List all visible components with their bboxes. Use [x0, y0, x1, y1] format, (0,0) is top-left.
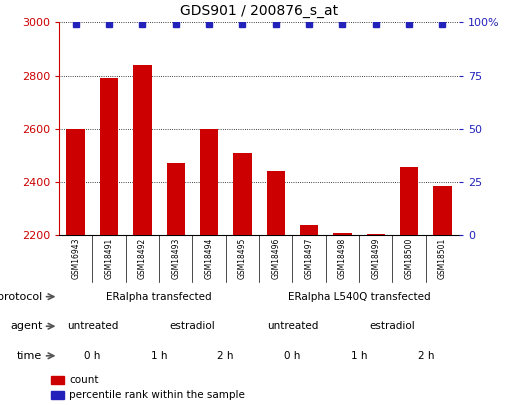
Text: time: time: [17, 351, 43, 361]
Text: ERalpha transfected: ERalpha transfected: [106, 292, 212, 302]
Text: untreated: untreated: [67, 321, 118, 331]
Text: estradiol: estradiol: [369, 321, 416, 331]
Bar: [200, 129, 218, 235]
Text: GSM18501: GSM18501: [438, 238, 447, 279]
Text: 2 h: 2 h: [418, 351, 434, 361]
Text: 1 h: 1 h: [351, 351, 367, 361]
Text: 0 h: 0 h: [284, 351, 301, 361]
Bar: [300, 225, 318, 235]
Text: GSM18495: GSM18495: [238, 238, 247, 279]
Bar: [67, 129, 85, 235]
Bar: [233, 153, 251, 235]
Text: 0 h: 0 h: [84, 351, 101, 361]
Bar: [167, 163, 185, 235]
Text: 1 h: 1 h: [151, 351, 167, 361]
Text: ERalpha L540Q transfected: ERalpha L540Q transfected: [288, 292, 430, 302]
Text: GSM18500: GSM18500: [405, 238, 413, 279]
Text: GSM18499: GSM18499: [371, 238, 380, 279]
Bar: [267, 171, 285, 235]
Text: estradiol: estradiol: [169, 321, 215, 331]
Text: 2 h: 2 h: [218, 351, 234, 361]
Bar: [333, 232, 351, 235]
Bar: [133, 65, 151, 235]
Text: GSM16943: GSM16943: [71, 238, 80, 279]
Text: GSM18493: GSM18493: [171, 238, 180, 279]
Bar: [51, 391, 64, 399]
Bar: [367, 234, 385, 235]
Text: GSM18491: GSM18491: [105, 238, 113, 279]
Text: GSM18497: GSM18497: [305, 238, 313, 279]
Bar: [100, 78, 118, 235]
Text: GSM18492: GSM18492: [138, 238, 147, 279]
Bar: [400, 167, 418, 235]
Text: GSM18494: GSM18494: [205, 238, 213, 279]
Bar: [51, 376, 64, 384]
Text: GSM18496: GSM18496: [271, 238, 280, 279]
Title: GDS901 / 200876_s_at: GDS901 / 200876_s_at: [180, 4, 338, 19]
Text: GSM18498: GSM18498: [338, 238, 347, 279]
Bar: [433, 186, 451, 235]
Text: percentile rank within the sample: percentile rank within the sample: [69, 390, 245, 401]
Text: count: count: [69, 375, 99, 385]
Text: agent: agent: [10, 321, 43, 331]
Text: untreated: untreated: [267, 321, 318, 331]
Text: protocol: protocol: [0, 292, 43, 302]
